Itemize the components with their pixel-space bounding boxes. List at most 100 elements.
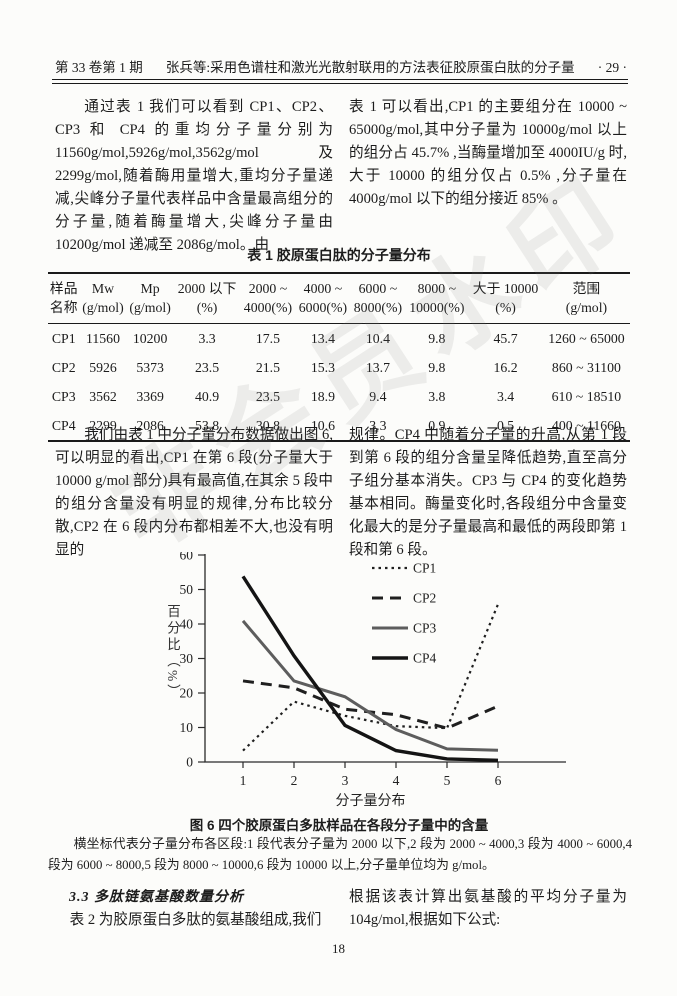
column-header: 8000 ~10000(%) [409, 281, 465, 315]
series-line-CP3 [241, 619, 499, 752]
table-cell: CP3 [51, 388, 76, 404]
table-cell: 53.8 [194, 417, 220, 433]
table-cell: 13.7 [365, 359, 390, 375]
table-section: 表 1 胶原蛋白肽的分子量分布 样品 名称 Mw (g/mol) Mp (g/mol) 20… [48, 245, 630, 442]
body-paragraph: 表 2 为胶原蛋白多肽的氨基酸组成,我们 [69, 912, 322, 928]
table-cell: 18.9 [310, 388, 335, 404]
table-cell: 10200 [132, 330, 168, 346]
series-line-CP1 [242, 603, 500, 752]
table-cell: 45.7 [493, 330, 518, 346]
table-cell: 9.8 [428, 359, 446, 375]
column-header: 2000 ~4000(%) [243, 281, 293, 315]
y-tick-label: 10 [180, 720, 194, 735]
table-row: CP4 2299 2086 53.8 30.8 10.6 3.3 0.9 0.5 400 ~ 11… [48, 411, 630, 441]
figure-chart: 百分比（%） 0 10 20 30 40 50 60 1 2 3 4 5 6 分子量分布 CP1 CP2 CP3… [150, 552, 582, 808]
table-cell: 10.4 [365, 330, 390, 346]
body-paragraph: 表 1 可以看出,CP1 的主要组分在 10000 ~ 65000g/mol,其… [349, 99, 627, 207]
table-cell: 10.6 [310, 417, 335, 433]
page-number: 18 [332, 941, 345, 956]
y-tick-label: 50 [180, 582, 194, 597]
table-cell: 0.9 [428, 417, 446, 433]
x-axis-label: 分子量分布 [336, 793, 406, 808]
running-header: 第 33 卷第 1 期 张兵等:采用色谱柱和激光光散射联用的方法表征胶原蛋白肽的… [55, 56, 627, 76]
table-cell: 3.8 [428, 388, 446, 404]
top-text-block: 通过表 1 我们可以看到 CP1、CP2、CP3 和 CP4 的重均分子量分别为… [55, 96, 627, 257]
y-tick-label: 20 [180, 686, 194, 701]
section-heading: 3.3 多肽链氨基酸数量分析 [69, 890, 244, 905]
table-cell: 5373 [136, 359, 164, 375]
right-column: 表 1 可以看出,CP1 的主要组分在 10000 ~ 65000g/mol,其… [349, 96, 627, 257]
table-cell: 21.5 [255, 359, 281, 375]
y-tick-label: 40 [180, 617, 194, 632]
table-cell: 5926 [89, 359, 117, 375]
figure-note: 横坐标代表分子量分布各区段:1 段代表分子量为 2000 以下,2 段为 200… [48, 837, 632, 872]
x-tick-label: 2 [291, 773, 298, 788]
table-title: 表 1 胶原蛋白肽的分子量分布 [247, 247, 431, 263]
table-cell: 400 ~ 11660 [551, 417, 621, 433]
left-column: 通过表 1 我们可以看到 CP1、CP2、CP3 和 CP4 的重均分子量分别为… [55, 96, 333, 257]
table-cell: 1260 ~ 65000 [548, 330, 625, 346]
table-cell: 17.5 [255, 330, 281, 346]
legend-label-CP2: CP2 [413, 591, 436, 606]
y-tick-label: 60 [180, 552, 194, 563]
table-cell: 15.3 [310, 359, 335, 375]
table-cell: CP2 [51, 359, 76, 375]
running-title: 张兵等:采用色谱柱和激光光散射联用的方法表征胶原蛋白肽的分子量 [165, 60, 575, 75]
table-cell: 0.5 [496, 417, 515, 433]
table-cell: 23.5 [194, 359, 220, 375]
table-row: CP2 5926 5373 23.5 21.5 15.3 13.7 9.8 16.2 860 ~ … [48, 353, 630, 382]
table-cell: 3.4 [496, 388, 515, 404]
figure-caption: 图 6 四个胶原蛋白多肽样品在各段分子量中的含量 [189, 818, 489, 833]
table-cell: 40.9 [194, 388, 220, 404]
column-header: 2000 以下 (%) [177, 281, 237, 315]
legend-label-CP1: CP1 [413, 561, 436, 576]
y-tick-label: 30 [180, 651, 194, 666]
series-line-CP4 [241, 575, 499, 762]
header-double-rule [52, 79, 628, 84]
column-header: 样品 名称 [49, 281, 78, 315]
column-header: 大于 10000 (%) [472, 281, 539, 315]
x-tick-label: 5 [444, 773, 451, 788]
left-column: 我们由表 1 中分子量分布数据做出图 6,可以明显的看出,CP1 在第 6 段(… [55, 424, 333, 562]
table-cell: 610 ~ 18510 [551, 388, 622, 404]
column-header: 4000 ~6000(%) [298, 281, 348, 315]
body-paragraph: 规律。CP4 中随着分子量的升高,从第 1 段到第 6 段的组分含量呈降低趋势,… [349, 427, 627, 558]
data-table: 样品 名称 Mw (g/mol) Mp (g/mol) 2000 以下 (%) 2000 ~40… [48, 272, 630, 442]
table-cell: 3369 [136, 388, 164, 404]
table-row: CP3 3562 3369 40.9 23.5 18.9 9.4 3.8 3.4 610 ~ 18… [48, 382, 630, 411]
x-tick-label: 1 [240, 773, 247, 788]
y-axis-label: 百分比（%） [165, 604, 180, 701]
body-paragraph: 我们由表 1 中分子量分布数据做出图 6,可以明显的看出,CP1 在第 6 段(… [55, 427, 333, 558]
column-header: Mp (g/mol) [129, 281, 171, 315]
table-cell: CP4 [51, 417, 76, 433]
table-cell: 13.4 [310, 330, 335, 346]
volume-issue: 第 33 卷第 1 期 [55, 60, 143, 75]
y-tick-label: 0 [186, 755, 193, 770]
column-header: Mw (g/mol) [82, 281, 124, 315]
left-column: 3.3 多肽链氨基酸数量分析 表 2 为胶原蛋白多肽的氨基酸组成,我们 [55, 886, 333, 932]
mid-text-block: 我们由表 1 中分子量分布数据做出图 6,可以明显的看出,CP1 在第 6 段(… [55, 424, 627, 562]
table-header: 样品 名称 Mw (g/mol) Mp (g/mol) 2000 以下 (%) 2000 ~40… [48, 273, 630, 324]
table-cell: 23.5 [255, 388, 281, 404]
body-paragraph: 根据该表计算出氨基酸的平均分子量为 104g/mol,根据如下公式: [349, 889, 627, 928]
table-cell: 11560 [85, 330, 120, 346]
table-cell: 16.2 [493, 359, 518, 375]
table-cell: 3.3 [198, 330, 216, 346]
right-column: 根据该表计算出氨基酸的平均分子量为 104g/mol,根据如下公式: [349, 886, 627, 932]
page-marker: · 29 · [597, 60, 627, 75]
x-tick-label: 3 [342, 773, 349, 788]
table-cell: 30.8 [255, 417, 281, 433]
column-header: 6000 ~8000(%) [353, 281, 403, 315]
right-column: 规律。CP4 中随着分子量的升高,从第 1 段到第 6 段的组分含量呈降低趋势,… [349, 424, 627, 562]
body-paragraph: 通过表 1 我们可以看到 CP1、CP2、CP3 和 CP4 的重均分子量分别为… [55, 99, 333, 253]
table-cell: 3562 [89, 388, 117, 404]
x-tick-label: 6 [495, 773, 502, 788]
column-header: 范围 (g/mol) [565, 281, 608, 315]
legend-label-CP4: CP4 [413, 651, 437, 666]
table-cell: 9.8 [428, 330, 446, 346]
table-cell: 860 ~ 31100 [551, 359, 621, 375]
table-cell: 9.4 [369, 388, 387, 404]
table-cell: 2299 [89, 417, 117, 433]
x-tick-label: 4 [393, 773, 400, 788]
